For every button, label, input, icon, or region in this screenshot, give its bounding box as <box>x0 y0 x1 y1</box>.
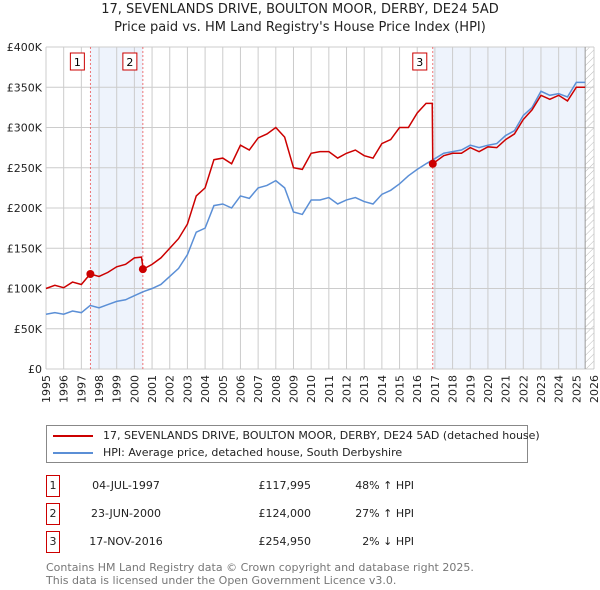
x-tick-label: 2023 <box>535 375 548 403</box>
legend: 17, SEVENLANDS DRIVE, BOULTON MOOR, DERB… <box>46 425 540 463</box>
x-tick-label: 2026 <box>588 375 600 403</box>
y-tick-label: £350K <box>7 81 43 94</box>
y-tick-label: £250K <box>7 162 43 175</box>
sale-label-box <box>412 52 428 71</box>
y-tick-label: £100K <box>7 283 43 296</box>
sale-row: 3 17-NOV-2016 £254,950 2% ↓ HPI <box>46 531 446 553</box>
legend-swatch-blue <box>53 451 93 454</box>
series-line-property <box>45 86 586 290</box>
x-tick-label: 2013 <box>358 375 371 403</box>
y-tick-label: £400K <box>7 41 43 54</box>
x-tick-label: 2008 <box>270 375 283 403</box>
legend-item-hpi: HPI: Average price, detached house, Sout… <box>53 446 402 459</box>
legend-swatch-red <box>53 434 93 437</box>
sale-point <box>138 265 147 274</box>
sale-date: 23-JUN-2000 <box>90 507 162 520</box>
x-tick-label: 2019 <box>464 375 477 403</box>
x-tick-label: 2007 <box>252 375 265 403</box>
x-tick-label: 2024 <box>553 375 566 403</box>
chart-subtitle: Price paid vs. HM Land Registry's House … <box>114 20 486 35</box>
x-tick-label: 2021 <box>500 375 513 403</box>
x-tick-label: 2006 <box>234 375 247 403</box>
x-tick-label: 1996 <box>58 375 71 403</box>
x-tick-label: 2005 <box>217 375 230 403</box>
sale-date: 17-NOV-2016 <box>89 535 163 548</box>
sale-label-box <box>69 52 85 71</box>
y-tick-label: £300K <box>7 122 43 135</box>
line-chart: £0 £50K £100K £150K £200K £250K £300K £350K £400… <box>7 41 600 403</box>
sale-number-badge: 1 <box>46 475 60 497</box>
sale-label: 3 <box>416 56 423 69</box>
y-tick-label: £150K <box>7 242 43 255</box>
y-tick-label: £50K <box>14 323 43 336</box>
sale-number-badge: 3 <box>46 531 60 553</box>
sale-hpi-diff: 2% ↓ HPI <box>362 535 414 548</box>
sale-hpi-diff: 27% ↑ HPI <box>355 507 414 520</box>
legend-item-property: 17, SEVENLANDS DRIVE, BOULTON MOOR, DERB… <box>53 429 540 442</box>
legend-label: 17, SEVENLANDS DRIVE, BOULTON MOOR, DERB… <box>103 429 540 442</box>
sale-price: £124,000 <box>258 507 312 520</box>
x-tick-label: 1999 <box>111 375 124 403</box>
x-tick-label: 2022 <box>517 375 530 403</box>
x-tick-label: 2016 <box>411 375 424 403</box>
x-tick-label: 2009 <box>287 375 300 403</box>
sale-date: 04-JUL-1997 <box>92 479 160 492</box>
sale-price: £117,995 <box>258 479 312 492</box>
sale-point <box>86 270 95 279</box>
sale-row: 1 04-JUL-1997 £117,995 48% ↑ HPI <box>46 475 446 497</box>
sale-price: £254,950 <box>258 535 312 548</box>
y-tick-label: £200K <box>7 202 43 215</box>
x-tick-label: 2003 <box>181 375 194 403</box>
sale-hpi-diff: 48% ↑ HPI <box>355 479 414 492</box>
x-tick-label: 2001 <box>146 375 159 403</box>
x-tick-label: 1995 <box>40 375 53 403</box>
x-tick-label: 1998 <box>93 375 106 403</box>
x-tick-label: 2000 <box>128 375 141 403</box>
footer-licence: This data is licensed under the Open Gov… <box>46 574 397 587</box>
x-tick-label: 2018 <box>447 375 460 403</box>
x-tick-label: 2017 <box>429 375 442 403</box>
sale-row: 2 23-JUN-2000 £124,000 27% ↑ HPI <box>46 503 446 525</box>
legend-label: HPI: Average price, detached house, Sout… <box>103 446 403 459</box>
footer-copyright: Contains HM Land Registry data © Crown c… <box>46 561 474 574</box>
x-tick-label: 2014 <box>376 375 389 403</box>
x-tick-label: 2011 <box>323 375 336 403</box>
sale-number-badge: 2 <box>46 503 60 525</box>
sale-label-box <box>122 52 138 71</box>
x-tick-label: 2020 <box>482 375 495 403</box>
x-tick-label: 2002 <box>164 375 177 403</box>
x-tick-label: 1997 <box>75 375 88 403</box>
x-tick-label: 2010 <box>305 375 318 403</box>
x-tick-label: 2025 <box>570 375 583 403</box>
x-tick-label: 2004 <box>199 375 212 403</box>
series-line-hpi <box>45 81 586 316</box>
x-tick-label: 2012 <box>341 375 354 403</box>
sale-label: 2 <box>126 56 133 69</box>
sale-point <box>428 159 437 168</box>
chart-title: 17, SEVENLANDS DRIVE, BOULTON MOOR, DERB… <box>101 2 499 17</box>
sale-label: 1 <box>74 56 81 69</box>
y-tick-label: £0 <box>28 363 42 376</box>
x-tick-label: 2015 <box>394 375 407 403</box>
